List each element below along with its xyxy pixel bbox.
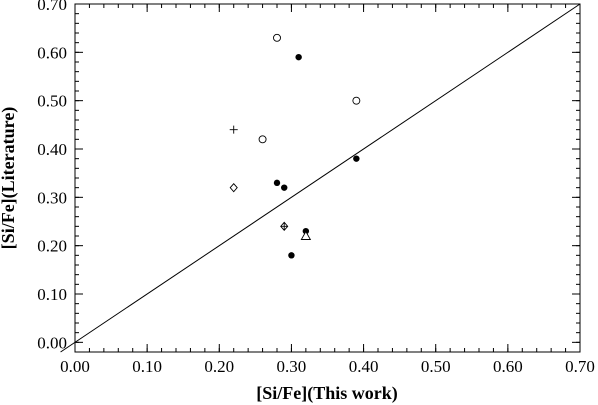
data-point-open-circle (273, 33, 281, 42)
plot-frame (74, 3, 581, 353)
x-tick-label: 0.10 (132, 357, 162, 376)
x-tick-label: 0.20 (204, 357, 234, 376)
x-tick-label: 0.30 (277, 357, 307, 376)
x-tick-label: 0.00 (60, 357, 90, 376)
data-point-filled-circle (353, 155, 360, 162)
y-tick-label: 0.40 (37, 140, 67, 159)
data-point-plus (229, 125, 238, 134)
y-tick-label: 0.20 (37, 237, 67, 256)
y-tick-label: 0.00 (37, 333, 67, 352)
y-tick-label: 0.10 (37, 285, 67, 304)
data-point-filled-circle (273, 179, 281, 187)
x-tick-label: 0.60 (493, 357, 523, 376)
data-point-filled-circle (281, 184, 288, 191)
data-point-open-circle (258, 135, 267, 144)
x-tick-label: 0.40 (349, 357, 379, 376)
data-point-open-circle (352, 96, 361, 105)
y-tick-label: 0.60 (37, 43, 67, 62)
y-tick-label: 0.50 (37, 92, 67, 111)
data-point-filled-circle (295, 53, 302, 61)
y-tick-label: 0.70 (37, 0, 67, 14)
data-point-triangle (300, 230, 312, 240)
x-tick-label: 0.70 (565, 357, 595, 376)
x-tick-label: 0.50 (421, 357, 451, 376)
y-axis-label: [Si/Fe](Literature) (0, 107, 19, 250)
y-tick-label: 0.30 (37, 188, 67, 207)
x-axis-label: [Si/Fe](This work) (256, 383, 398, 404)
data-point-diamond (229, 182, 238, 193)
one-to-one-line (60, 3, 581, 353)
data-point-diamond-plus (280, 221, 289, 232)
data-point-filled-circle (288, 252, 295, 259)
